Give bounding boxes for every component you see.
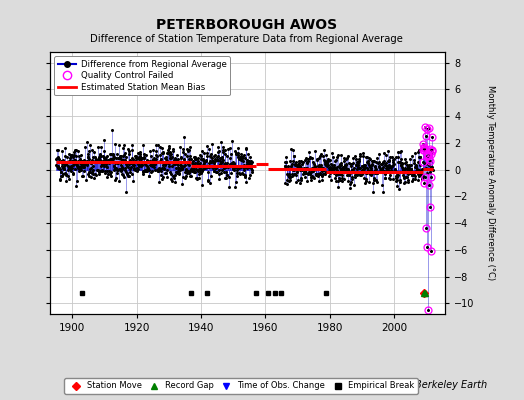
Text: PETERBOROUGH AWOS: PETERBOROUGH AWOS	[156, 18, 337, 32]
Legend: Difference from Regional Average, Quality Control Failed, Estimated Station Mean: Difference from Regional Average, Qualit…	[54, 56, 230, 95]
Legend: Station Move, Record Gap, Time of Obs. Change, Empirical Break: Station Move, Record Gap, Time of Obs. C…	[64, 378, 418, 394]
Text: Difference of Station Temperature Data from Regional Average: Difference of Station Temperature Data f…	[90, 34, 403, 44]
Y-axis label: Monthly Temperature Anomaly Difference (°C): Monthly Temperature Anomaly Difference (…	[486, 86, 495, 280]
Text: Berkeley Earth: Berkeley Earth	[415, 380, 487, 390]
